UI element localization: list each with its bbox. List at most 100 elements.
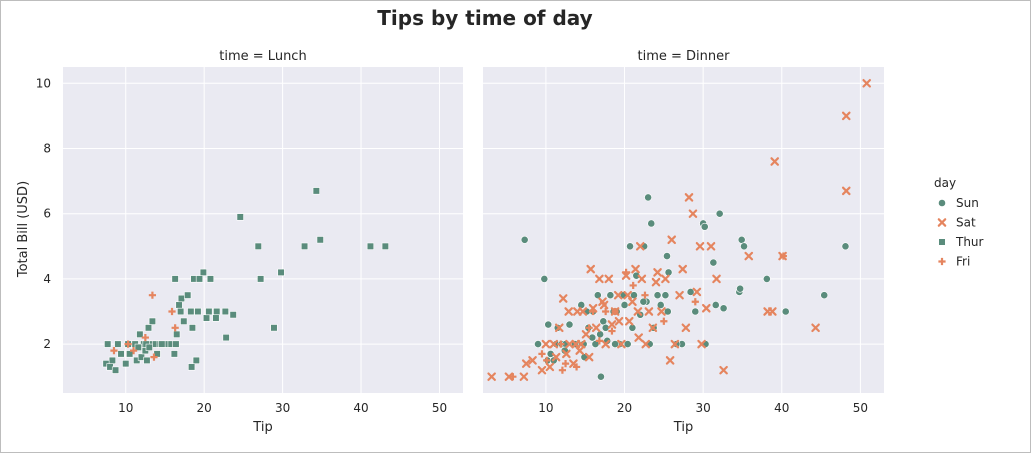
point-sat	[675, 290, 684, 300]
point-sat-shape	[670, 339, 680, 349]
point-sat	[595, 274, 604, 284]
point-thur	[229, 311, 237, 319]
point-fri-shape	[168, 307, 176, 316]
legend-marker-fri-shape	[938, 257, 946, 266]
point-thur	[145, 343, 153, 351]
x-tick-label-10: 10	[118, 401, 133, 415]
point-thur	[188, 363, 196, 371]
point-sun-shape	[639, 297, 648, 306]
point-sat-shape	[601, 339, 610, 349]
point-sun-shape	[663, 252, 671, 260]
point-sun	[711, 301, 720, 309]
point-sat-shape	[641, 339, 651, 349]
point-sat	[565, 339, 574, 349]
point-fri	[602, 307, 610, 316]
point-sat-shape	[667, 235, 677, 245]
point-fri	[779, 252, 787, 260]
point-sat-shape	[702, 303, 711, 313]
facet-title-dinner: time = Dinner	[638, 49, 731, 64]
point-sat-shape	[633, 307, 643, 316]
point-sun-shape	[663, 307, 672, 316]
point-thur-shape	[144, 324, 153, 332]
point-thur	[171, 275, 179, 283]
point-sun-shape	[709, 258, 718, 267]
point-sat	[684, 193, 694, 202]
point-thur-shape	[257, 275, 265, 283]
plot-area-lunch	[63, 67, 463, 393]
point-sun-shape	[611, 340, 619, 348]
x-tick-label-50: 50	[853, 401, 868, 415]
point-fri	[168, 307, 176, 316]
point-thur	[134, 343, 142, 351]
point-fri-shape	[585, 324, 593, 332]
point-fri	[589, 307, 597, 316]
point-sat	[678, 264, 688, 274]
point-fri-shape	[602, 307, 610, 316]
point-sun-shape	[672, 340, 681, 348]
point-sun-shape	[737, 235, 746, 244]
point-thur	[277, 268, 285, 276]
point-fri	[572, 363, 581, 371]
point-fri-shape	[595, 337, 603, 345]
point-thur	[257, 275, 265, 283]
legend-label-sat: Sat	[956, 216, 976, 230]
point-thur	[270, 324, 278, 332]
point-fri	[622, 268, 630, 276]
point-thur	[104, 340, 112, 348]
grid-dinner	[483, 67, 884, 393]
point-sun	[644, 193, 653, 202]
point-sat	[624, 316, 634, 326]
point-sat	[841, 186, 851, 196]
point-sat-shape	[575, 346, 585, 355]
point-thur-shape	[206, 275, 215, 283]
point-fri-shape	[779, 252, 787, 260]
legend-entries: Sun Sat Thur Fri	[937, 196, 984, 269]
point-thur-shape	[366, 242, 375, 250]
point-thur-shape	[177, 294, 186, 303]
point-sat	[648, 323, 658, 333]
point-sat	[667, 235, 677, 245]
point-thur-shape	[221, 307, 229, 316]
point-sat-shape	[581, 330, 591, 339]
point-thur-shape	[277, 268, 285, 276]
point-fri	[660, 317, 668, 325]
point-sat-shape	[634, 333, 643, 342]
point-sun	[611, 340, 619, 348]
point-sat	[576, 339, 586, 349]
point-sat	[706, 242, 716, 251]
legend-label-fri: Fri	[956, 255, 970, 269]
point-sat	[681, 323, 691, 333]
point-sun-shape	[762, 274, 771, 283]
point-sun	[653, 291, 662, 300]
point-sun	[663, 252, 671, 260]
point-sun	[606, 291, 615, 300]
point-sat	[695, 242, 705, 251]
point-fri-shape	[608, 327, 616, 335]
point-sat-shape	[604, 274, 614, 284]
point-thur-shape	[316, 236, 324, 244]
point-fri	[629, 281, 637, 290]
point-thur-shape	[122, 360, 130, 368]
legend-marker-thur-shape	[938, 238, 946, 246]
point-sun	[719, 304, 728, 313]
point-fri	[595, 337, 603, 345]
point-thur-shape	[175, 301, 183, 309]
point-fri	[608, 327, 616, 335]
point-fri-shape	[509, 373, 517, 381]
point-thur	[300, 242, 309, 250]
point-sun	[597, 372, 605, 381]
point-sun	[841, 242, 850, 251]
point-sat	[562, 349, 571, 359]
point-sun-shape	[656, 301, 665, 309]
grid-lunch	[63, 67, 463, 393]
point-thur-shape	[213, 307, 221, 316]
point-thur-shape	[117, 350, 125, 358]
point-sat	[591, 323, 601, 333]
point-sat-shape	[607, 320, 617, 329]
point-sat-shape	[504, 372, 514, 381]
point-thur-shape	[143, 356, 151, 365]
point-sat-shape	[684, 193, 694, 202]
point-sat-shape	[521, 359, 531, 368]
point-sat-shape	[651, 277, 661, 287]
point-sun-shape	[686, 288, 695, 296]
